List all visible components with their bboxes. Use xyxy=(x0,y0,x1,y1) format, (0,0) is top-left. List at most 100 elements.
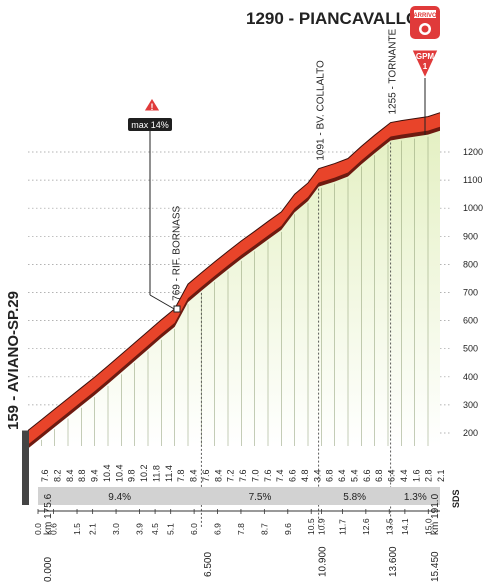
slope-label: 7.0 xyxy=(250,469,260,482)
slope-label: 2.1 xyxy=(436,469,446,482)
x-tick-label: 7.8 xyxy=(236,523,246,535)
warning-exclamation-icon: ! xyxy=(151,102,154,112)
slope-label: 11.4 xyxy=(164,465,174,482)
slope-label: 9.4 xyxy=(90,469,100,482)
gpm-category: 1 xyxy=(423,62,428,71)
slope-label: 4.8 xyxy=(300,469,310,482)
start-label: 159 - AVIANO-SP.29 xyxy=(5,291,22,430)
x-tick-label: 4.5 xyxy=(150,523,160,535)
road-ribbon xyxy=(28,112,440,445)
x-tick-label: 6.9 xyxy=(213,523,223,535)
x-tick-label: 2.1 xyxy=(88,523,98,535)
grade-label: 5.8% xyxy=(343,492,366,503)
y-axis-labels: 200 300 400 500 600 700 800 900 1000 1100 1200 xyxy=(463,147,483,438)
slope-label: 10.4 xyxy=(114,464,124,482)
slope-label: 7.2 xyxy=(226,469,236,482)
y-tick-label: 700 xyxy=(463,288,478,298)
slope-label: 7.4 xyxy=(275,469,285,482)
y-tick-label: 400 xyxy=(463,372,478,382)
slope-label: 3.4 xyxy=(312,469,322,482)
x-tick-label: 14.1 xyxy=(400,518,410,535)
slope-label: 4.4 xyxy=(399,469,409,482)
x-axis-ticks: 0.0 0.6 1.5 2.1 3.0 3.9 4.5 5.1 6.0 6.9 7.8 8.7 9.6 1… xyxy=(33,509,433,535)
slope-label: 7.6 xyxy=(201,469,211,482)
max-slope-label: max 14% xyxy=(131,120,169,130)
finish-title: 1290 - PIANCAVALLO xyxy=(246,9,419,28)
slope-label: 8.4 xyxy=(213,469,223,482)
y-tick-label: 300 xyxy=(463,400,478,410)
slope-label: 6.6 xyxy=(362,469,372,482)
slope-label: 1.6 xyxy=(411,469,421,482)
x-tick-label: 6.0 xyxy=(189,523,199,535)
slope-label: 7.6 xyxy=(40,469,50,482)
gpm-label: GPM xyxy=(416,52,435,61)
x-tick-label: 13.5 xyxy=(384,518,394,535)
warning-triangle-icon xyxy=(143,97,161,112)
x-tick-label: 1.5 xyxy=(72,523,82,535)
start-km-label: 0.000 xyxy=(43,557,54,582)
y-tick-label: 1100 xyxy=(463,175,482,185)
slope-label: 6.8 xyxy=(325,469,335,482)
slope-label: 5.4 xyxy=(349,469,359,482)
slope-label: 7.8 xyxy=(176,469,186,482)
x-tick-label: 5.1 xyxy=(166,523,176,535)
profile-area xyxy=(28,126,440,447)
slope-label: 8.4 xyxy=(65,469,75,482)
end-race-km-label: km 191.0 xyxy=(430,493,441,535)
section-km-label: 10.900 xyxy=(318,546,329,577)
x-tick-label: 10.9 xyxy=(317,518,327,535)
arrivo-label: ARRIVO xyxy=(413,13,437,19)
arrivo-badge: ARRIVO xyxy=(410,6,440,39)
end-km-label: 15.450 xyxy=(430,551,441,582)
section-lines xyxy=(200,142,392,528)
x-tick-label: 11.7 xyxy=(337,519,347,535)
grade-label: 7.5% xyxy=(249,492,272,503)
gpm-badge: GPM 1 xyxy=(411,49,439,135)
y-tick-label: 1000 xyxy=(463,203,483,213)
start-pillar xyxy=(22,430,29,505)
slope-label: 8.2 xyxy=(52,469,62,482)
y-tick-label: 800 xyxy=(463,259,478,269)
slope-label: 11.8 xyxy=(151,465,161,482)
slope-label: 6.4 xyxy=(387,469,397,482)
x-tick-label: 0.6 xyxy=(49,523,59,535)
max-slope-badge: ! max 14% xyxy=(128,97,181,313)
start-race-km-label: km 175.6 xyxy=(43,493,54,535)
grade-band xyxy=(38,487,440,505)
slope-label: 10.4 xyxy=(102,464,112,482)
waypoint-label: 1255 - TORNANTE xyxy=(388,28,399,114)
y-tick-label: 1200 xyxy=(463,147,483,157)
section-km-label: 6.500 xyxy=(203,552,214,577)
section-km-label: 13.600 xyxy=(388,546,399,577)
slope-label: 6.8 xyxy=(374,469,384,482)
slope-label: 10.2 xyxy=(139,464,149,482)
grade-label: 1.3% xyxy=(404,492,427,503)
x-tick-label: 15.0 xyxy=(423,518,433,535)
slope-label: 8.8 xyxy=(77,469,87,482)
x-tick-label: 10.5 xyxy=(306,518,316,535)
waypoints: 769 - RIF. BORNASS 1091 - BV. COLLALTO 125… xyxy=(172,28,399,300)
slope-label: 6.4 xyxy=(337,469,347,482)
vertical-ticklines xyxy=(41,136,429,446)
slope-labels: 7.6 8.2 8.4 8.8 9.4 10.4 10.4 9.8 10.2 11.8 11.4 7.… xyxy=(40,464,446,482)
x-tick-label: 8.7 xyxy=(259,523,269,535)
slope-label: 9.8 xyxy=(127,469,137,482)
grade-labels: 9.4% 7.5% 5.8% 1.3% xyxy=(108,492,427,503)
x-tick-label: 9.6 xyxy=(283,523,293,535)
y-tick-label: 600 xyxy=(463,316,478,326)
slope-label: 6.6 xyxy=(288,469,298,482)
slope-label: 7.6 xyxy=(238,469,248,482)
y-tick-label: 900 xyxy=(463,231,478,241)
grade-label: 9.4% xyxy=(108,492,131,503)
sds-label: SDS xyxy=(451,489,461,508)
x-tick-label: 3.9 xyxy=(134,523,144,535)
waypoint-label: 1091 - BV. COLLALTO xyxy=(316,60,327,161)
y-tick-label: 200 xyxy=(463,428,478,438)
x-tick-label: 3.0 xyxy=(111,523,121,535)
x-tick-label: 12.6 xyxy=(361,518,371,535)
road-ribbon-top xyxy=(27,112,441,431)
slope-label: 7.6 xyxy=(263,469,273,482)
road-ribbon-shadow xyxy=(28,112,440,449)
slope-label: 2.8 xyxy=(424,469,434,482)
